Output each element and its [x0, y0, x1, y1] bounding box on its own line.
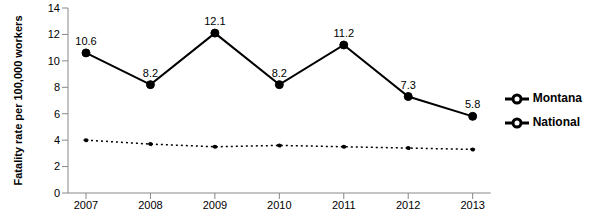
- svg-text:5.8: 5.8: [465, 98, 480, 110]
- html-text:Montana: Montana: [532, 90, 582, 105]
- svg-text:12.1: 12.1: [204, 15, 225, 27]
- svg-text:10: 10: [48, 55, 60, 67]
- svg-text:2009: 2009: [203, 199, 227, 211]
- svg-text:2011: 2011: [332, 199, 356, 211]
- svg-text:4: 4: [54, 134, 60, 146]
- svg-text:8.2: 8.2: [143, 67, 158, 79]
- svg-text:0: 0: [54, 187, 60, 199]
- svg-text:2: 2: [54, 160, 60, 172]
- svg-text:2012: 2012: [396, 199, 420, 211]
- svg-text:11.2: 11.2: [333, 27, 354, 39]
- svg-text:8: 8: [54, 81, 60, 93]
- svg-text:7.3: 7.3: [401, 79, 416, 91]
- svg-text:14: 14: [48, 2, 60, 14]
- svg-text:6: 6: [54, 108, 60, 120]
- svg-text:8.2: 8.2: [272, 67, 287, 79]
- svg-text:2008: 2008: [138, 199, 162, 211]
- svg-text:2013: 2013: [460, 199, 484, 211]
- svg-text:2007: 2007: [74, 199, 98, 211]
- svg-text:Fatality rate per 100,000 work: Fatality rate per 100,000 workers: [12, 16, 24, 186]
- html-text:National: National: [532, 114, 580, 129]
- svg-text:12: 12: [48, 28, 60, 40]
- svg-text:2010: 2010: [267, 199, 291, 211]
- svg-text:10.6: 10.6: [75, 35, 96, 47]
